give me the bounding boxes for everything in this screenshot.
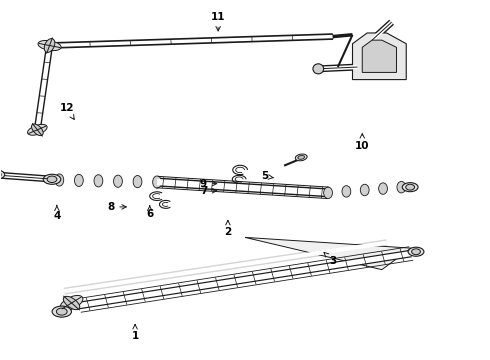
Ellipse shape [412, 249, 420, 255]
Ellipse shape [114, 175, 122, 187]
Ellipse shape [43, 174, 61, 184]
Ellipse shape [153, 176, 161, 188]
Ellipse shape [324, 187, 332, 199]
Ellipse shape [55, 174, 64, 186]
Text: 9: 9 [200, 179, 217, 189]
Ellipse shape [0, 172, 1, 177]
Ellipse shape [44, 39, 55, 53]
Ellipse shape [56, 308, 67, 315]
Text: 5: 5 [261, 171, 274, 181]
Ellipse shape [63, 296, 80, 310]
Ellipse shape [298, 156, 304, 159]
Text: 8: 8 [107, 202, 126, 212]
Text: 7: 7 [200, 186, 217, 196]
Text: 12: 12 [59, 103, 74, 120]
Ellipse shape [74, 174, 83, 186]
Polygon shape [245, 237, 411, 270]
Ellipse shape [27, 124, 47, 135]
Ellipse shape [397, 181, 406, 193]
Text: 6: 6 [146, 206, 153, 219]
Ellipse shape [295, 154, 307, 161]
Ellipse shape [94, 175, 103, 187]
Ellipse shape [47, 176, 57, 183]
Ellipse shape [52, 306, 72, 317]
Ellipse shape [0, 170, 5, 179]
Text: 1: 1 [131, 324, 139, 341]
Polygon shape [352, 33, 406, 80]
Text: 2: 2 [224, 221, 231, 237]
Ellipse shape [313, 64, 324, 74]
Ellipse shape [38, 40, 61, 51]
Text: 11: 11 [211, 12, 225, 31]
Ellipse shape [408, 247, 424, 256]
Ellipse shape [31, 124, 43, 136]
Text: 10: 10 [355, 134, 369, 151]
Ellipse shape [342, 186, 351, 197]
Text: 3: 3 [324, 252, 337, 266]
Ellipse shape [60, 296, 83, 311]
Ellipse shape [133, 176, 142, 188]
Ellipse shape [402, 183, 418, 192]
Polygon shape [362, 40, 396, 72]
Ellipse shape [360, 184, 369, 196]
Ellipse shape [406, 184, 415, 190]
Ellipse shape [379, 183, 388, 194]
Text: 4: 4 [53, 205, 61, 221]
